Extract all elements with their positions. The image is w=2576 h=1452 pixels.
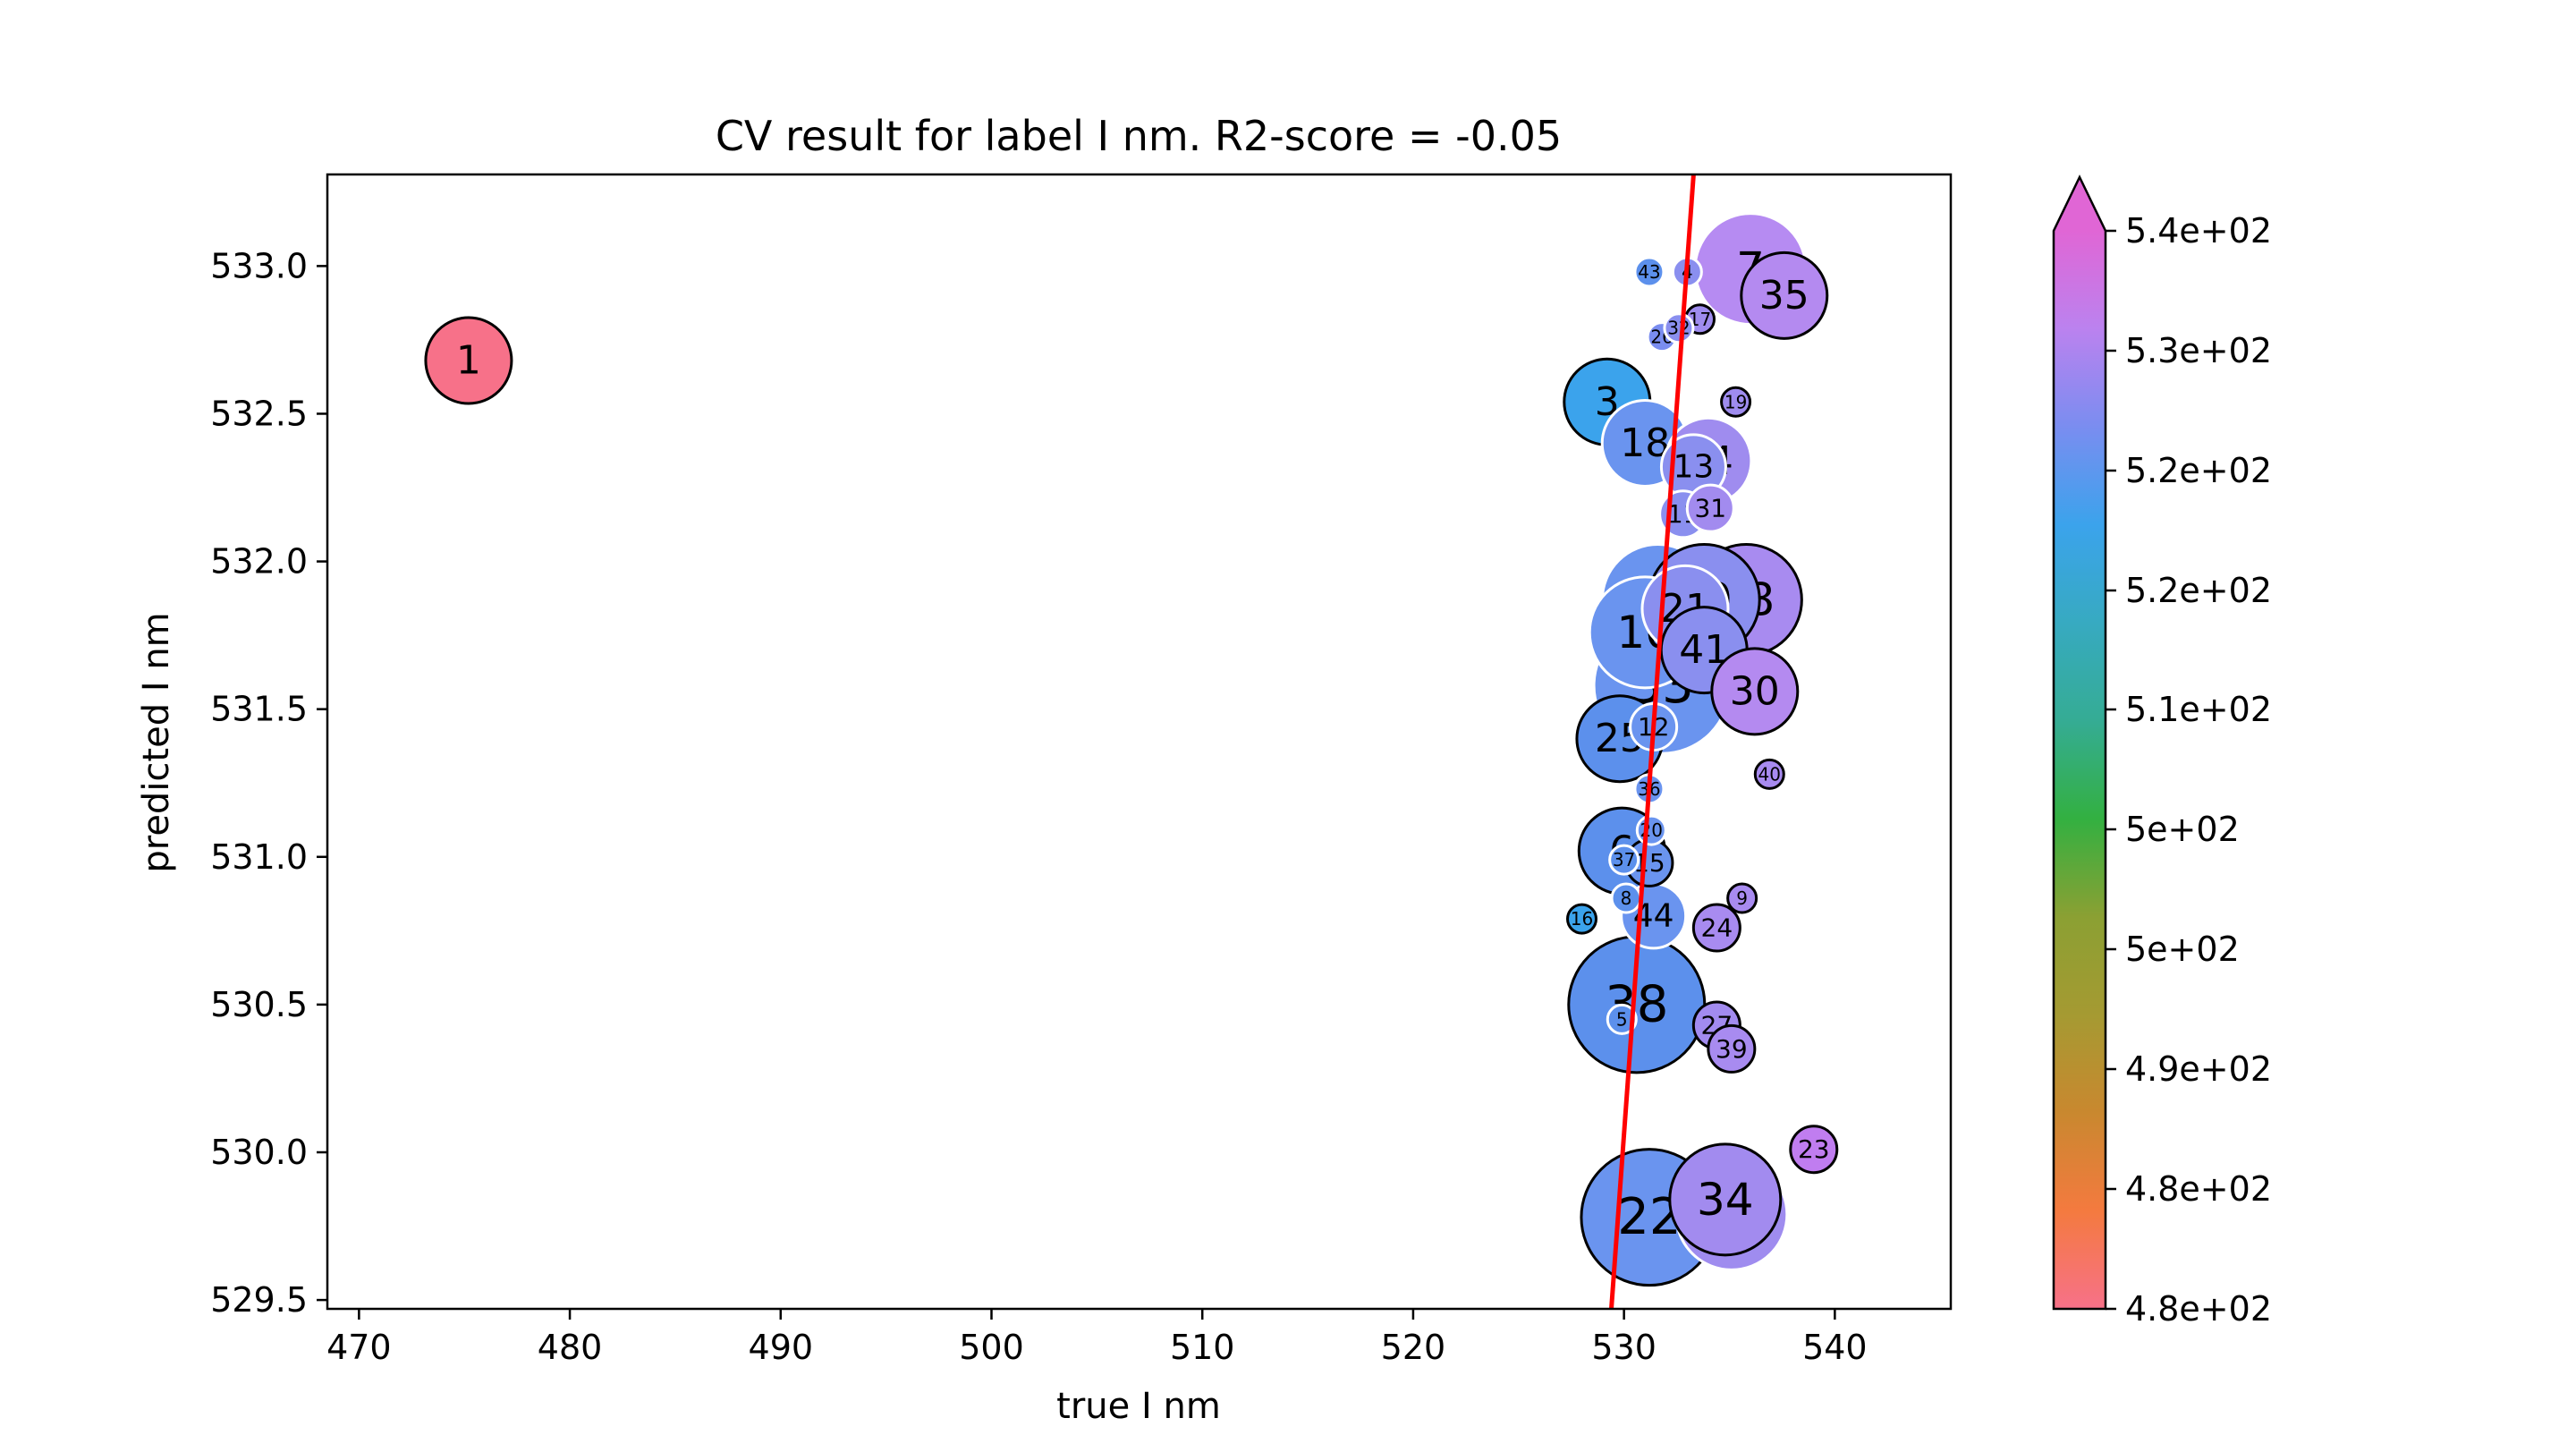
data-point: 20 [1635, 814, 1667, 846]
data-point-label: 9 [1736, 887, 1748, 909]
y-tick-label: 531.0 [210, 837, 308, 877]
data-point: 19 [1720, 386, 1752, 418]
data-point-label: 8 [1621, 887, 1632, 909]
data-point-marker [1668, 1142, 1783, 1257]
x-tick-label: 520 [1381, 1328, 1446, 1367]
x-tick-label: 510 [1170, 1328, 1235, 1367]
x-tick-label: 470 [326, 1328, 392, 1367]
data-point-marker [1633, 256, 1665, 288]
data-point: 31 [1685, 483, 1735, 533]
data-point-label: 32 [1667, 318, 1690, 339]
data-point-marker [1720, 386, 1752, 418]
colorbar: 4.8e+02 4.8e+02 4.9e+02 5e+02 5e+02 5.1e+02 5.… [2052, 174, 2272, 1329]
data-point-label: 13 [1674, 448, 1715, 485]
y-tick-label: 532.5 [210, 394, 308, 433]
data-point-marker [1740, 250, 1829, 340]
data-point-marker [1663, 312, 1695, 344]
data-point: 39 [1707, 1023, 1757, 1074]
data-point-label: 37 [1613, 849, 1635, 870]
colorbar-gradient [2054, 231, 2106, 1309]
data-point-label: 30 [1730, 668, 1780, 714]
data-point: 8 [1610, 882, 1642, 914]
x-tick-label: 540 [1802, 1328, 1868, 1367]
data-point-label: 24 [1701, 913, 1733, 943]
plot-area-frame [326, 173, 1953, 1311]
data-point-marker [1691, 903, 1741, 953]
data-point: 16 [1566, 903, 1597, 935]
data-point: 32 [1663, 312, 1695, 344]
data-point-marker [1789, 1125, 1839, 1175]
x-tick-label: 500 [959, 1328, 1024, 1367]
colorbar-tick-label: 5.1e+02 [2125, 690, 2272, 729]
data-point: 1 [424, 316, 513, 405]
data-point-label: 34 [1697, 1174, 1754, 1226]
data-point-label: 1 [456, 338, 481, 384]
data-point: 40 [1753, 758, 1785, 790]
data-point: 27 [1691, 1000, 1741, 1050]
data-point-label: 5 [1616, 1008, 1628, 1030]
data-point-marker [1608, 844, 1640, 876]
y-tick-label: 531.5 [210, 690, 308, 729]
data-point-marker [1566, 903, 1597, 935]
data-point: 5 [1606, 1003, 1638, 1035]
data-point: 35 [1740, 250, 1829, 340]
chart-title: CV result for label I nm. R2-score = -0.… [716, 112, 1562, 160]
colorbar-extend-arrow [2054, 177, 2106, 231]
data-point-marker [1707, 1023, 1757, 1074]
x-axis-label: true I nm [1056, 1386, 1221, 1427]
data-point: 13 [1659, 433, 1727, 501]
colorbar-tick-label: 5.2e+02 [2125, 571, 2272, 610]
data-point-marker [424, 316, 513, 405]
data-point-label: 40 [1758, 763, 1781, 785]
data-point: 37 [1608, 844, 1640, 876]
colorbar-tick-label: 5.3e+02 [2125, 331, 2272, 370]
data-point-label: 23 [1798, 1134, 1830, 1164]
data-point-label: 31 [1694, 494, 1726, 523]
colorbar-tick-label: 5.2e+02 [2125, 451, 2272, 490]
colorbar-tick-label: 5e+02 [2125, 810, 2240, 849]
data-point-label: 19 [1724, 391, 1747, 412]
data-point-marker [1753, 758, 1785, 790]
points-layer: 3338227282291003413531814214130256134411… [424, 212, 1839, 1287]
y-axis-label: predicted I nm [136, 612, 177, 872]
data-point-label: 39 [1716, 1034, 1748, 1064]
x-tick-label: 530 [1591, 1328, 1657, 1367]
data-point: 23 [1789, 1125, 1839, 1175]
x-tick-label: 490 [749, 1328, 814, 1367]
y-tick-label: 530.5 [210, 985, 308, 1024]
colorbar-tick-label: 5.4e+02 [2125, 211, 2272, 250]
y-tick-label: 532.0 [210, 542, 308, 582]
data-point: 34 [1668, 1142, 1783, 1257]
fit-line [1609, 174, 1696, 1309]
data-point-marker [1685, 483, 1735, 533]
fit-line-layer [1609, 174, 1696, 1309]
data-point: 9 [1726, 882, 1758, 914]
colorbar-frame [2052, 174, 2107, 1311]
data-point: 30 [1710, 647, 1800, 736]
colorbar-tick-label: 5e+02 [2125, 930, 2240, 969]
y-tick-label: 529.5 [210, 1280, 308, 1320]
data-point-marker [1710, 647, 1800, 736]
data-point: 24 [1691, 903, 1741, 953]
y-tick-label: 530.0 [210, 1133, 308, 1172]
x-axis: 470 480 490 500 510 520 530 540 [326, 1309, 1868, 1367]
y-tick-label: 533.0 [210, 246, 308, 285]
colorbar-tick-label: 4.9e+02 [2125, 1049, 2272, 1089]
data-point-label: 35 [1759, 273, 1809, 318]
data-point-marker [1606, 1003, 1638, 1035]
colorbar-tick-label: 4.8e+02 [2125, 1169, 2272, 1209]
y-axis: 529.5 530.0 530.5 531.0 531.5 532.0 532.5 533.0 [210, 246, 327, 1320]
data-point-label: 16 [1571, 908, 1593, 930]
data-point-label: 43 [1638, 261, 1660, 283]
colorbar-tick-label: 4.8e+02 [2125, 1289, 2272, 1329]
data-point-marker [1726, 882, 1758, 914]
data-point: 43 [1633, 256, 1665, 288]
x-tick-label: 480 [538, 1328, 603, 1367]
